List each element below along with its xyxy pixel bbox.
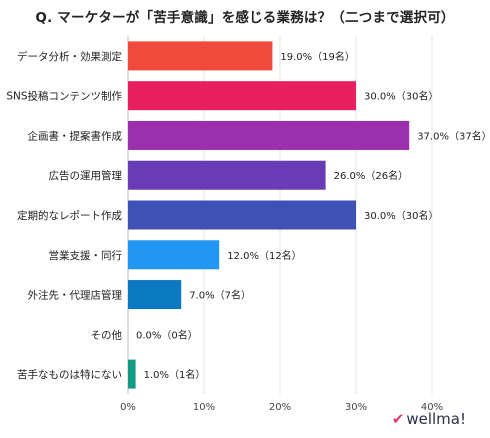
data-label: 26.0%（26名） xyxy=(334,169,409,182)
category-label: 定期的なレポート作成 xyxy=(17,209,122,222)
data-label: 30.0%（30名） xyxy=(364,90,439,103)
bars xyxy=(128,41,410,389)
bar xyxy=(128,160,326,190)
bar xyxy=(128,240,220,270)
brand-logo: ✔ wellma! xyxy=(392,410,466,428)
category-label: 広告の運用管理 xyxy=(49,169,123,182)
x-tick-label: 20% xyxy=(269,402,291,413)
data-labels: 19.0%（19名） 30.0%（30名） 37.0%（37名） 26.0%（26名）… xyxy=(136,50,490,381)
category-label: 企画書・提案書作成 xyxy=(28,129,123,142)
category-labels: データ分析・効果測定 SNS投稿コンテンツ制作企画書・提案書作成広告の運用管理定期… xyxy=(6,50,122,381)
data-label: 30.0%（30名） xyxy=(364,209,439,222)
w-check-icon: ✔ xyxy=(391,410,405,428)
bar xyxy=(128,200,356,230)
category-label: 外注先・代理店管理 xyxy=(28,289,123,302)
bar xyxy=(128,359,136,389)
data-label: 1.0%（1名） xyxy=(144,368,206,381)
category-label: 苦手なものは特にない xyxy=(17,368,122,381)
x-tick-label: 10% xyxy=(193,402,215,413)
x-tick-label: 0% xyxy=(120,402,136,413)
data-label: 7.0%（7名） xyxy=(189,289,251,302)
data-label: 12.0%（12名） xyxy=(227,249,302,262)
x-tick-labels: 0% 10% 20% 30% 40% xyxy=(120,402,443,413)
bar xyxy=(128,280,182,310)
x-tick-label: 30% xyxy=(345,402,367,413)
category-label: SNS投稿コンテンツ制作 xyxy=(6,90,122,103)
category-label: データ分析・効果測定 xyxy=(17,50,122,63)
bar xyxy=(128,41,273,71)
bar xyxy=(128,120,410,150)
data-label: 37.0%（37名） xyxy=(417,129,490,142)
category-label: その他 xyxy=(91,328,123,341)
logo-text: wellma! xyxy=(406,410,466,428)
category-label: 営業支援・同行 xyxy=(49,249,123,262)
x-tick-label: 40% xyxy=(421,402,443,413)
data-label: 0.0%（0名） xyxy=(136,328,198,341)
bar xyxy=(128,81,356,111)
data-label: 19.0%（19名） xyxy=(280,50,355,63)
chart-title: Q. マーケターが「苦手意識」を感じる業務は？（二つまで選択可） xyxy=(35,10,455,26)
